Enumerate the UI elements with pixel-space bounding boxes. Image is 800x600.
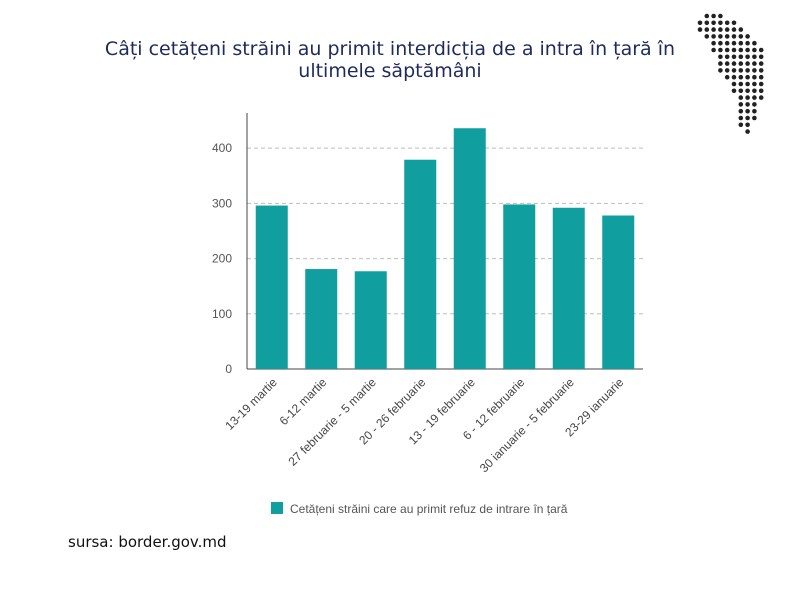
legend-label: Cetățeni străini care au primit refuz de… [290, 502, 568, 516]
chart-title-line-2: ultimele săptămâni [298, 60, 482, 82]
bar [354, 271, 387, 369]
x-category-label: 6-12 martie [277, 375, 330, 428]
bar [602, 215, 635, 369]
legend: Cetățeni străini care au primit refuz de… [271, 502, 568, 516]
y-tick-label: 300 [212, 196, 232, 210]
moldova-map-dots-icon [697, 13, 764, 134]
x-category-label: 13-19 martie [222, 375, 280, 433]
y-tick-label: 200 [212, 252, 232, 266]
y-tick-label: 100 [212, 307, 232, 321]
source-note: sursa: border.gov.md [68, 533, 227, 551]
bar [255, 205, 288, 369]
bars [255, 128, 635, 369]
bar [305, 269, 338, 369]
bar [552, 207, 585, 369]
y-tick-label: 400 [212, 141, 232, 155]
bar [453, 128, 486, 369]
x-category-label: 27 februarie - 5 martie [285, 375, 379, 469]
bar [404, 159, 437, 369]
y-tick-label: 0 [225, 362, 232, 376]
legend-swatch [271, 502, 283, 514]
bar [503, 204, 536, 369]
chart-title-line-1: Câți cetățeni străini au primit interdic… [104, 38, 676, 60]
x-category-label: 30 ianuarie - 5 februarie [477, 375, 577, 475]
y-tick-labels: 0 100 200 300 400 [212, 141, 232, 376]
chart-title: Câți cetățeni străini au primit interdic… [40, 38, 740, 82]
